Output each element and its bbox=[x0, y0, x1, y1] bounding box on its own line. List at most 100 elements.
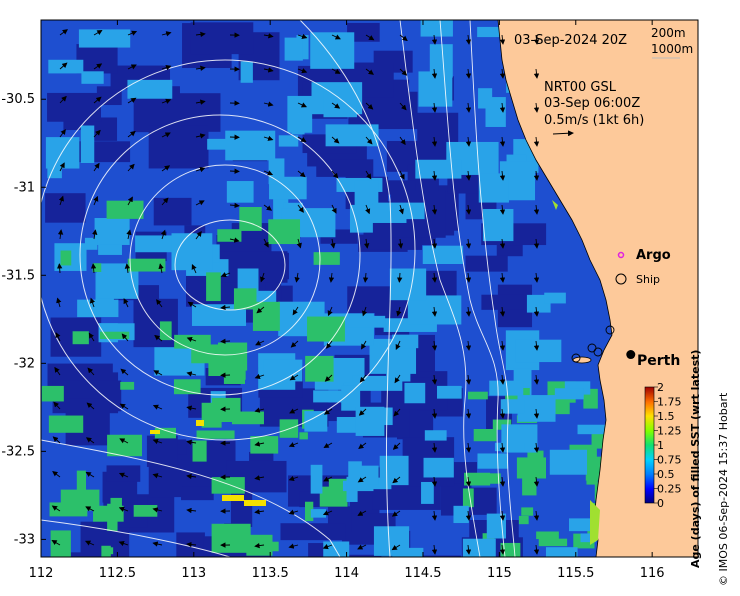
colorbar-tick-label: 1.75 bbox=[657, 396, 682, 409]
sst-patch bbox=[311, 509, 326, 518]
sst-patch bbox=[308, 325, 331, 333]
scale-label: 0.5m/s (1kt 6h) bbox=[544, 113, 644, 128]
colorbar-title: Age (days) of filled SST (wrt latest) bbox=[689, 350, 702, 568]
sst-patch bbox=[392, 335, 418, 349]
sst-patch bbox=[202, 403, 222, 428]
isobath-1000-label: 1000m bbox=[651, 42, 693, 56]
isobath-200-label: 200m bbox=[651, 26, 686, 40]
sst-patch bbox=[42, 386, 64, 402]
sst-patch bbox=[287, 96, 312, 133]
current-arrow-icon bbox=[230, 171, 239, 172]
sst-patch bbox=[415, 160, 461, 179]
sst-patch bbox=[102, 547, 114, 554]
sst-patch bbox=[120, 382, 134, 390]
date-label: 03-Sep-2024 20Z bbox=[514, 33, 627, 48]
x-tick-label: 116 bbox=[640, 566, 665, 581]
sst-patch bbox=[81, 126, 94, 163]
sst-patch bbox=[191, 22, 254, 54]
sst-patch bbox=[212, 524, 251, 553]
argo-label: Argo bbox=[636, 248, 671, 263]
sst-patch bbox=[191, 344, 220, 363]
sst-patch bbox=[483, 209, 514, 241]
x-tick-label: 113.5 bbox=[252, 566, 289, 581]
sst-patch-yellow bbox=[244, 500, 266, 506]
sst-patch bbox=[425, 430, 447, 440]
sst-patch bbox=[530, 463, 542, 474]
x-tick-label: 115 bbox=[487, 566, 512, 581]
sst-patch bbox=[206, 272, 221, 301]
sst-patch bbox=[107, 201, 144, 219]
x-tick-label: 113 bbox=[181, 566, 206, 581]
sst-patch bbox=[93, 506, 124, 522]
colorbar-tick-label: 1.25 bbox=[657, 425, 682, 438]
sst-patch bbox=[280, 523, 345, 540]
colorbar bbox=[645, 387, 654, 503]
sst-patch bbox=[128, 259, 166, 272]
colorbar-tick-label: 1.5 bbox=[657, 410, 675, 423]
sst-patch bbox=[348, 461, 362, 481]
sst-patch bbox=[521, 507, 533, 515]
sst-patch bbox=[544, 293, 566, 304]
sst-patch bbox=[578, 425, 606, 434]
colorbar-tick-label: 0 bbox=[657, 497, 664, 510]
sst-patch bbox=[586, 473, 597, 485]
sst-patch bbox=[423, 246, 463, 264]
sst-patch bbox=[47, 93, 101, 122]
x-tick-label: 115.5 bbox=[557, 566, 594, 581]
sst-patch bbox=[418, 71, 452, 106]
sst-patch bbox=[515, 340, 561, 362]
y-tick-label: -30.5 bbox=[1, 92, 35, 107]
sst-patch bbox=[79, 29, 130, 47]
sst-patch bbox=[314, 252, 340, 265]
sst-patch bbox=[550, 450, 587, 475]
sst-patch bbox=[149, 126, 209, 169]
sst-patch bbox=[224, 356, 245, 384]
sst-patch bbox=[495, 443, 524, 451]
x-tick-label: 112.5 bbox=[99, 566, 136, 581]
y-axis: -30.5-31-31.5-32-32.5-33 bbox=[1, 92, 46, 547]
sst-patch bbox=[263, 360, 302, 382]
sst-patch bbox=[477, 453, 508, 468]
sst-patch bbox=[225, 131, 275, 161]
sst-patch bbox=[311, 465, 323, 494]
sst-patch bbox=[268, 219, 300, 244]
sst-patch bbox=[174, 379, 201, 394]
sst-patch bbox=[49, 416, 83, 433]
x-tick-label: 114 bbox=[334, 566, 359, 581]
sst-patch bbox=[250, 436, 278, 453]
sst-patch bbox=[197, 430, 235, 438]
sst-patch bbox=[421, 20, 453, 36]
sst-patch bbox=[372, 203, 425, 220]
current-arrow-icon bbox=[221, 341, 230, 342]
sst-patch bbox=[48, 60, 83, 74]
sst-patch bbox=[479, 173, 509, 202]
sst-patch bbox=[107, 465, 141, 481]
sst-patch bbox=[390, 269, 426, 301]
sst-patch bbox=[323, 87, 357, 117]
colorbar-tick-label: 0.75 bbox=[657, 454, 682, 467]
sst-patch-yellow bbox=[150, 430, 160, 434]
sst-patch bbox=[45, 193, 85, 222]
city-label: Perth bbox=[637, 353, 680, 369]
sst-patch bbox=[81, 71, 103, 84]
sst-patch bbox=[299, 432, 307, 439]
x-tick-label: 114.5 bbox=[404, 566, 441, 581]
model-time: 03-Sep 06:00Z bbox=[544, 96, 640, 111]
y-tick-label: -32.5 bbox=[1, 444, 35, 459]
sst-patch bbox=[404, 383, 425, 403]
sst-patch bbox=[61, 251, 72, 266]
colorbar-tick-label: 1 bbox=[657, 439, 664, 452]
sst-patch bbox=[501, 399, 524, 413]
sst-patch bbox=[539, 539, 567, 546]
sst-patch bbox=[217, 229, 241, 242]
sst-patch bbox=[323, 541, 349, 563]
sst-patch bbox=[536, 531, 559, 539]
y-tick-label: -31.5 bbox=[1, 268, 35, 283]
sst-patch-yellow bbox=[196, 420, 204, 426]
sst-patch bbox=[555, 388, 584, 399]
sst-patch bbox=[285, 38, 303, 61]
x-tick-label: 112 bbox=[29, 566, 54, 581]
sst-patch bbox=[134, 505, 158, 517]
sst-patch bbox=[95, 218, 130, 245]
